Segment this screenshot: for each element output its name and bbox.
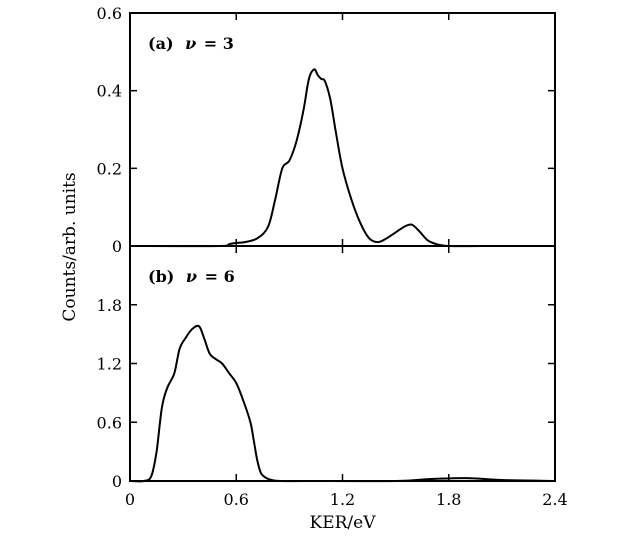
- panel-b-label-value: = 6: [205, 267, 235, 286]
- panel-b-y-ticks: 0 0.6 1.2 1.8: [97, 246, 556, 491]
- panel-b: 0 0.6 1.2 1.8 (b) ν = 6: [97, 245, 556, 491]
- panel-b-y-tick-label: 0: [112, 472, 122, 491]
- x-tick-label: 0: [125, 490, 135, 509]
- panel-a: 0 0.2 0.4 0.6 (a) ν = 3: [97, 4, 556, 256]
- panel-a-y-tick-label: 0.6: [97, 4, 122, 23]
- panel-b-label-prefix: (b): [148, 267, 174, 286]
- x-axis-ticks: 0 0.6 1.2 1.8 2.4: [125, 490, 568, 509]
- x-tick-label: 1.8: [436, 490, 461, 509]
- panel-a-label-prefix: (a): [148, 34, 174, 53]
- panel-a-y-tick-label: 0: [112, 237, 122, 256]
- panel-b-y-tick-label: 1.2: [97, 355, 122, 374]
- panel-a-label-symbol: ν: [185, 34, 196, 53]
- panel-a-y-tick-label: 0.4: [97, 82, 122, 101]
- x-axis-title: KER/eV: [310, 513, 377, 533]
- y-axis-title: Counts/arb. units: [60, 172, 80, 321]
- x-tick-label: 0.6: [224, 490, 249, 509]
- panel-a-label: (a) ν = 3: [148, 34, 234, 53]
- panel-b-y-tick-label: 1.8: [97, 296, 122, 315]
- panel-a-series-line: [129, 68, 555, 248]
- x-tick-label: 1.2: [330, 490, 355, 509]
- panel-b-label: (b) ν = 6: [148, 267, 235, 286]
- panel-b-series-line: [129, 324, 556, 483]
- panel-a-label-value: = 3: [204, 34, 234, 53]
- panel-a-y-ticks: 0 0.2 0.4 0.6: [97, 4, 556, 256]
- panel-b-label-symbol: ν: [186, 267, 197, 286]
- panel-b-y-tick-label: 0.6: [97, 413, 122, 432]
- panel-a-y-tick-label: 0.2: [97, 159, 122, 178]
- x-tick-label: 2.4: [542, 490, 567, 509]
